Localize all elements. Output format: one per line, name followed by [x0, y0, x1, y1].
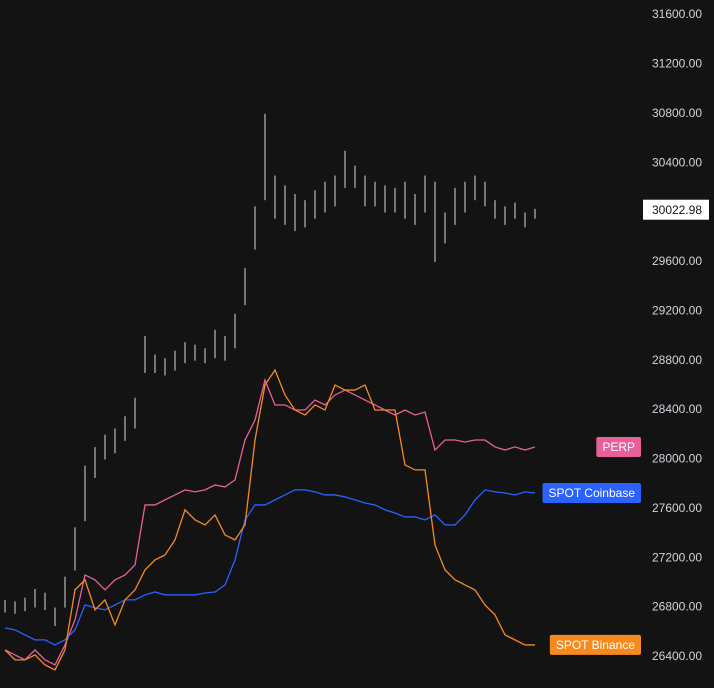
series-tag-box	[542, 482, 641, 503]
series-tag-label: SPOT Binance	[556, 638, 635, 652]
y-tick-label: 29600.00	[652, 254, 702, 268]
series-tag-box	[549, 634, 641, 655]
y-tick-label: 30800.00	[652, 106, 702, 120]
series-line	[4, 489, 536, 646]
series-tag-label: PERP	[602, 440, 635, 454]
price-axis	[642, 0, 714, 688]
y-tick-label: 28800.00	[652, 353, 702, 367]
series-tag-box	[596, 436, 641, 457]
y-tick-label: 30400.00	[652, 155, 702, 169]
y-tick-label: 28000.00	[652, 452, 702, 466]
last-price-box	[643, 199, 709, 220]
last-price-label: 30022.98	[652, 203, 702, 217]
y-tick-label: 26800.00	[652, 600, 702, 614]
series-line	[4, 368, 535, 671]
y-tick-label: 31600.00	[652, 7, 702, 21]
series-tag: SPOT Coinbase	[542, 482, 641, 503]
y-tick-label: 29200.00	[652, 303, 702, 317]
y-tick-label: 31200.00	[652, 57, 702, 71]
y-tick-label: 27200.00	[652, 550, 702, 564]
series-tag-label: SPOT Coinbase	[549, 486, 636, 500]
y-tick-label: 27600.00	[652, 501, 702, 515]
series-line	[4, 377, 536, 666]
series-tag: PERP	[596, 436, 641, 457]
series-tag: SPOT Binance	[549, 634, 641, 655]
y-tick-label: 28400.00	[652, 402, 702, 416]
y-tick-label: 26400.00	[652, 649, 702, 663]
